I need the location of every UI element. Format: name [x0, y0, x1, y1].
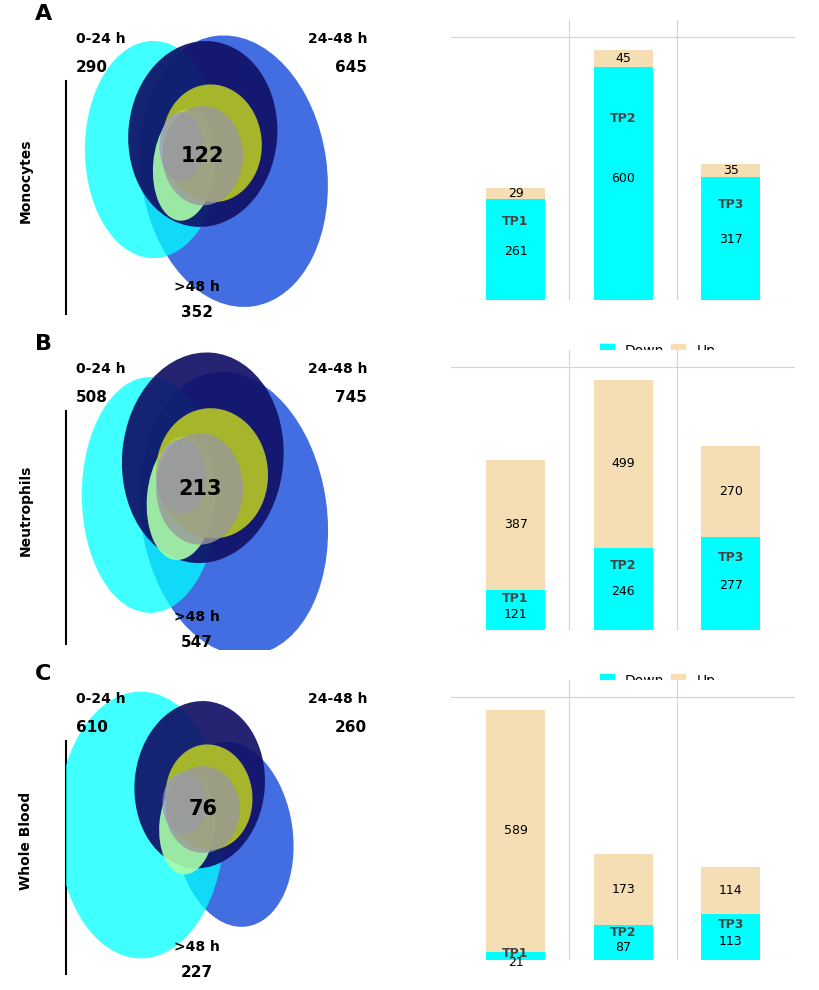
Bar — [486, 590, 545, 631]
Bar — [486, 459, 545, 590]
Ellipse shape — [159, 112, 202, 180]
Bar — [700, 538, 759, 631]
Ellipse shape — [57, 692, 224, 958]
Text: 0-24 h: 0-24 h — [75, 361, 125, 375]
Text: 121: 121 — [503, 608, 527, 621]
Text: C: C — [35, 663, 52, 684]
Text: 213: 213 — [178, 479, 221, 499]
Ellipse shape — [122, 352, 283, 563]
Text: 29: 29 — [507, 187, 523, 200]
Text: Monocytes: Monocytes — [19, 139, 33, 223]
Text: 645: 645 — [335, 59, 367, 74]
Text: 173: 173 — [611, 882, 634, 896]
Bar — [593, 853, 652, 925]
Text: 76: 76 — [188, 800, 217, 820]
Bar — [593, 50, 652, 67]
Bar — [700, 867, 759, 914]
Text: 352: 352 — [180, 305, 212, 320]
Text: 317: 317 — [718, 233, 742, 246]
Text: 24-48 h: 24-48 h — [307, 361, 367, 375]
Bar — [593, 925, 652, 960]
Text: Whole Blood: Whole Blood — [19, 791, 33, 890]
Text: 270: 270 — [718, 485, 742, 498]
Text: 290: 290 — [75, 59, 107, 74]
Ellipse shape — [82, 377, 218, 613]
Bar — [486, 199, 545, 300]
Text: 589: 589 — [503, 825, 527, 838]
Text: >48 h: >48 h — [174, 280, 219, 294]
Text: TP3: TP3 — [717, 198, 743, 211]
Bar — [486, 710, 545, 951]
Bar — [700, 446, 759, 538]
Text: 261: 261 — [503, 245, 527, 257]
Bar — [593, 67, 652, 300]
Ellipse shape — [174, 742, 293, 927]
Text: 24-48 h: 24-48 h — [307, 692, 367, 706]
Bar — [700, 914, 759, 960]
Text: Neutrophils: Neutrophils — [19, 465, 33, 556]
Ellipse shape — [152, 109, 215, 221]
Ellipse shape — [159, 775, 215, 874]
Ellipse shape — [128, 41, 277, 227]
Bar — [700, 163, 759, 177]
Text: TP2: TP2 — [609, 559, 636, 572]
Bar — [593, 380, 652, 547]
Ellipse shape — [147, 437, 215, 560]
Text: TP1: TP1 — [502, 947, 528, 960]
Ellipse shape — [85, 41, 221, 258]
Text: 45: 45 — [614, 52, 631, 65]
Text: 227: 227 — [180, 964, 212, 979]
Text: 114: 114 — [718, 884, 742, 897]
Text: 0-24 h: 0-24 h — [75, 32, 125, 46]
Text: 246: 246 — [611, 585, 634, 598]
Ellipse shape — [162, 772, 206, 835]
Text: 122: 122 — [181, 146, 224, 165]
Ellipse shape — [139, 36, 328, 307]
Text: B: B — [35, 334, 52, 353]
Ellipse shape — [156, 408, 268, 539]
Text: 508: 508 — [75, 389, 107, 405]
Text: 113: 113 — [718, 935, 742, 947]
Bar — [593, 547, 652, 631]
Text: 35: 35 — [722, 164, 738, 177]
Text: TP3: TP3 — [717, 918, 743, 931]
Text: >48 h: >48 h — [174, 610, 219, 624]
Text: 87: 87 — [614, 940, 631, 953]
Text: 547: 547 — [180, 635, 212, 649]
Legend: Down, Up: Down, Up — [594, 339, 720, 363]
Ellipse shape — [165, 766, 240, 853]
Ellipse shape — [156, 433, 242, 544]
Text: 24-48 h: 24-48 h — [307, 32, 367, 46]
Text: 0-24 h: 0-24 h — [75, 692, 125, 706]
Text: 387: 387 — [503, 518, 527, 531]
Text: TP3: TP3 — [717, 551, 743, 564]
Text: TP1: TP1 — [502, 215, 528, 228]
Bar — [700, 177, 759, 300]
Ellipse shape — [162, 106, 242, 205]
Text: 600: 600 — [610, 172, 635, 185]
Ellipse shape — [139, 371, 328, 655]
Text: TP2: TP2 — [609, 926, 636, 939]
Text: A: A — [35, 4, 52, 24]
Text: 21: 21 — [507, 955, 523, 968]
Text: TP1: TP1 — [502, 592, 528, 605]
Ellipse shape — [162, 84, 261, 202]
Text: 499: 499 — [611, 457, 634, 470]
Ellipse shape — [165, 744, 252, 849]
Legend: Down, Up: Down, Up — [594, 668, 720, 693]
Text: >48 h: >48 h — [174, 940, 219, 953]
Text: 745: 745 — [335, 389, 367, 405]
Ellipse shape — [134, 701, 265, 868]
Bar — [486, 188, 545, 199]
Text: 277: 277 — [718, 579, 742, 592]
Text: TP2: TP2 — [609, 112, 636, 125]
Ellipse shape — [156, 440, 206, 514]
Text: 610: 610 — [75, 720, 107, 735]
Text: 260: 260 — [335, 720, 367, 735]
Bar — [486, 951, 545, 960]
